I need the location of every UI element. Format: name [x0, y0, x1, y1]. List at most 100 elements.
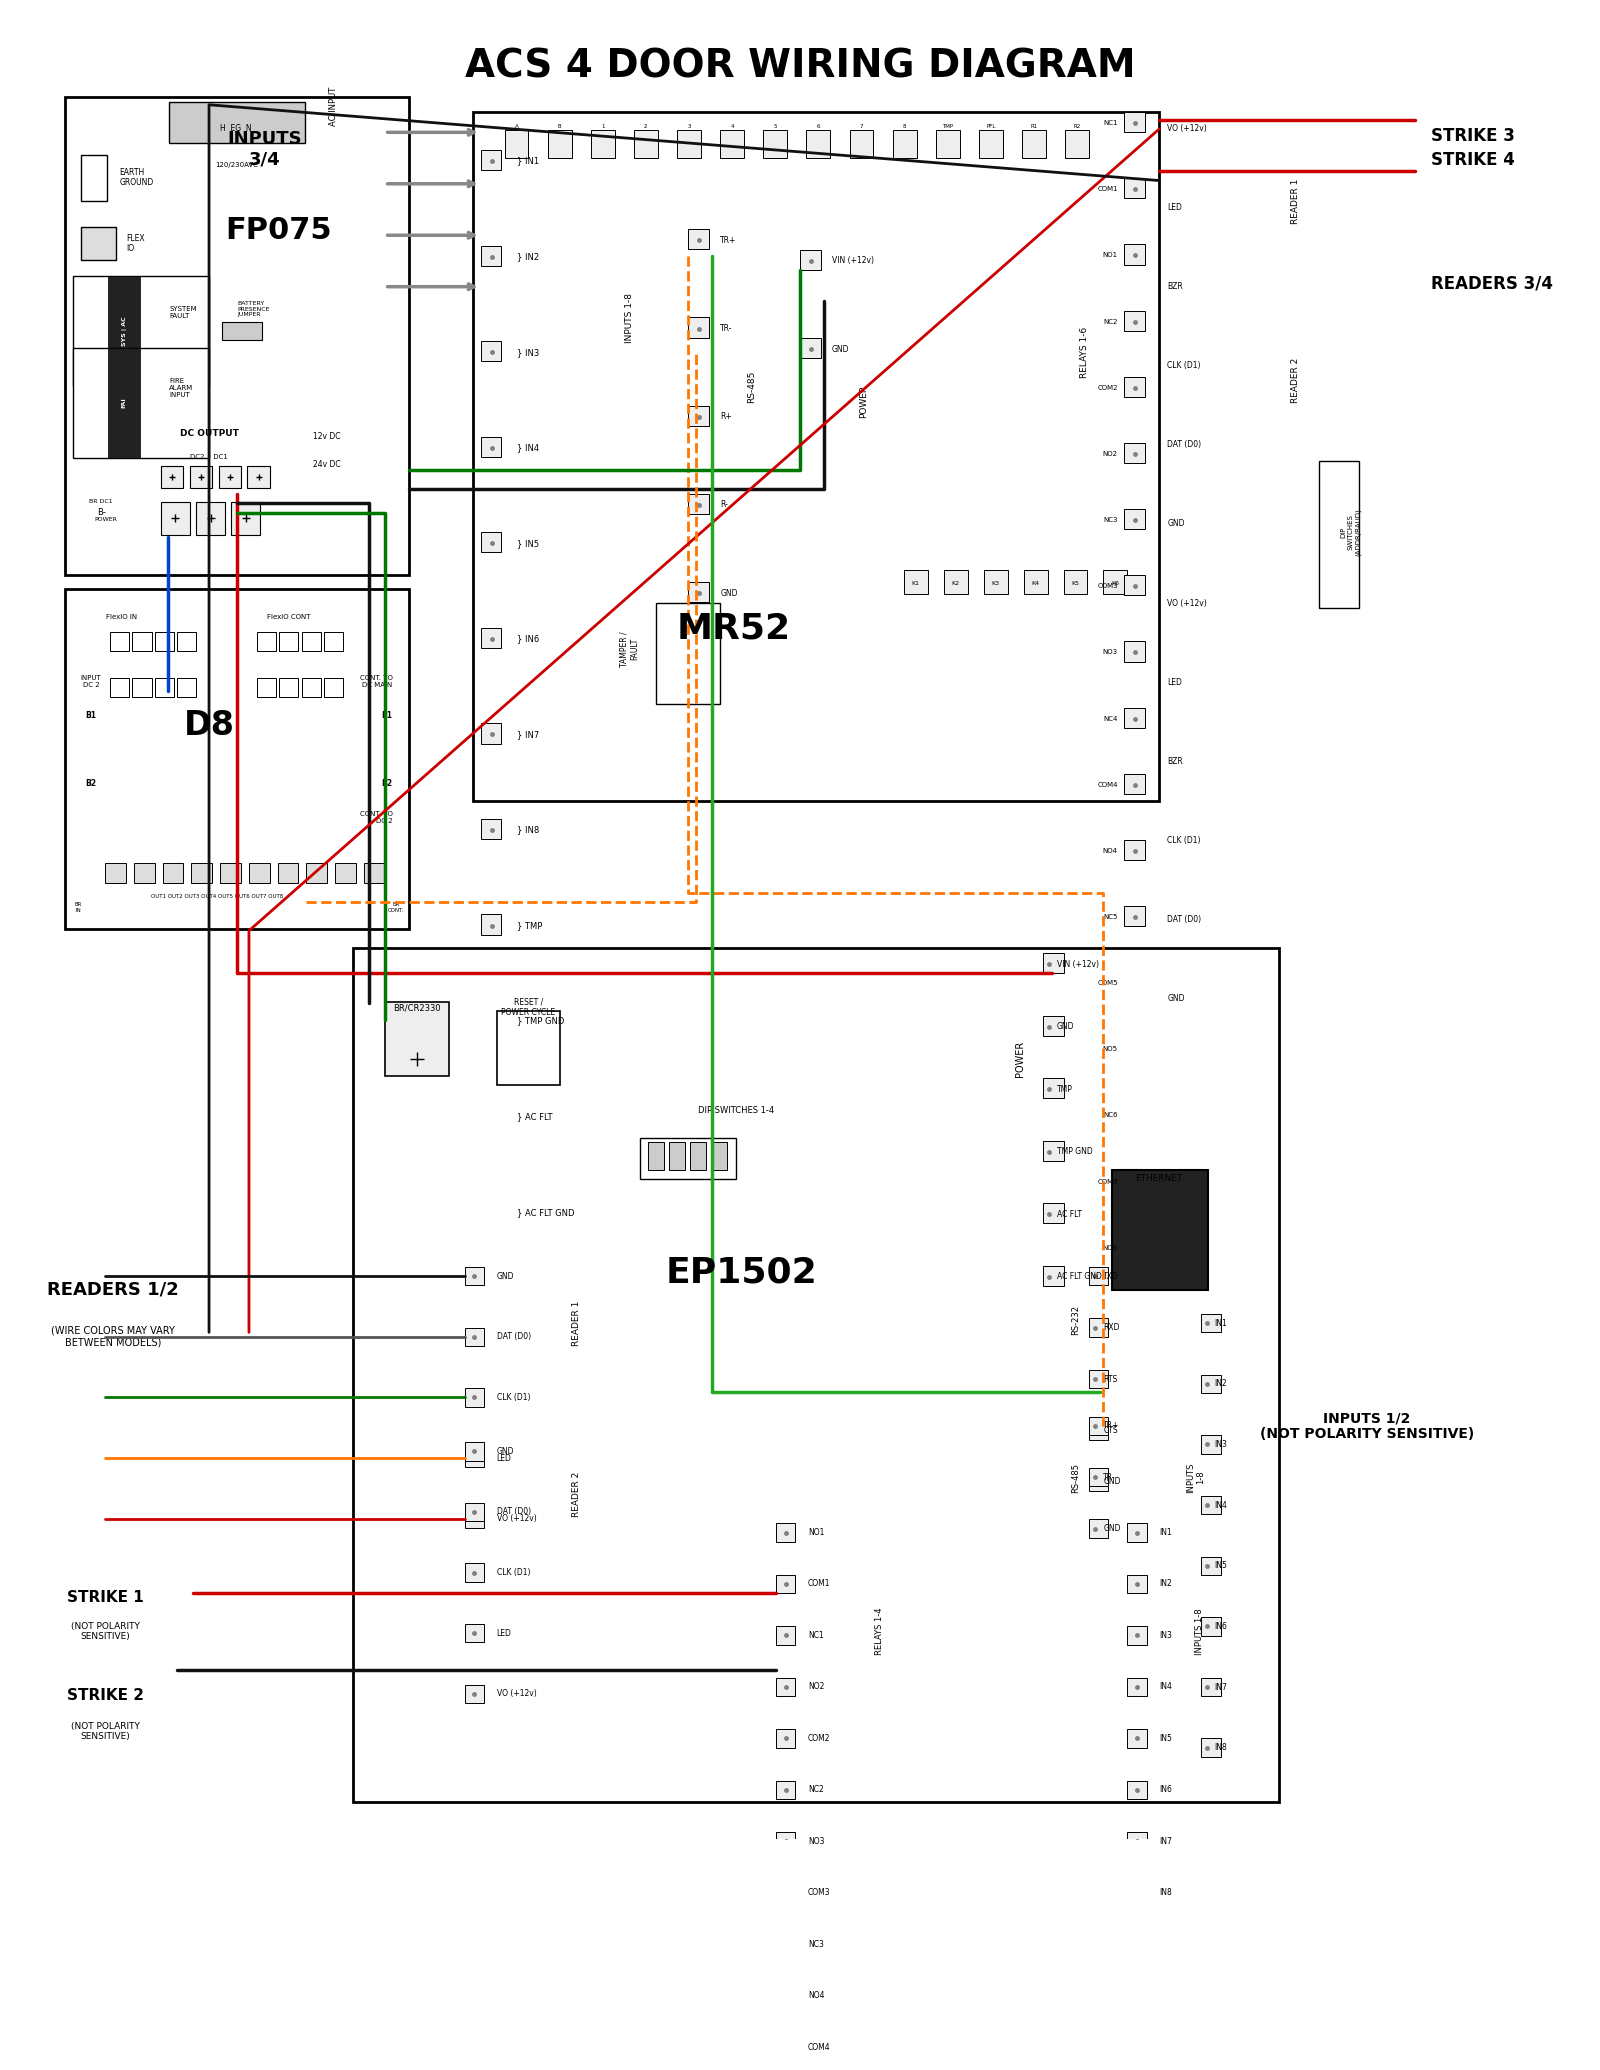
Bar	[1125, 178, 1146, 199]
Text: 7: 7	[859, 124, 864, 128]
Text: NO4: NO4	[1102, 849, 1118, 853]
Bar	[325, 679, 342, 698]
Text: BR DC1: BR DC1	[90, 499, 114, 503]
Bar	[464, 1563, 483, 1581]
Bar	[480, 532, 501, 553]
Text: K4: K4	[1032, 582, 1040, 586]
Text: VO (+12v): VO (+12v)	[496, 1515, 536, 1524]
Text: READERS 3/4: READERS 3/4	[1430, 275, 1554, 294]
Text: 5: 5	[773, 124, 778, 128]
Bar	[1125, 112, 1146, 132]
Text: } TMP: } TMP	[517, 921, 542, 929]
Text: } IN2: } IN2	[517, 253, 539, 261]
Bar	[1090, 1267, 1109, 1285]
Bar	[688, 317, 709, 337]
Text: IN4: IN4	[1160, 1683, 1173, 1691]
Text: NO5: NO5	[1102, 1045, 1118, 1052]
Bar	[480, 820, 501, 838]
Text: STRIKE 3: STRIKE 3	[1430, 126, 1515, 145]
Text: } IN4: } IN4	[517, 443, 539, 451]
Text: STRIKE 2: STRIKE 2	[67, 1687, 144, 1704]
Text: DAT (D0): DAT (D0)	[496, 1333, 531, 1341]
Text: DC2    DC1: DC2 DC1	[190, 453, 227, 460]
Text: IN8: IN8	[1214, 1743, 1227, 1751]
Bar	[1024, 569, 1048, 594]
Bar	[250, 863, 270, 884]
Bar	[110, 679, 130, 698]
Bar	[1125, 1172, 1146, 1190]
Text: NO3: NO3	[1102, 650, 1118, 656]
Text: IN6: IN6	[1160, 1784, 1173, 1795]
Text: TR+: TR+	[1102, 1422, 1120, 1430]
Bar	[307, 863, 328, 884]
Text: CTS: CTS	[1102, 1426, 1118, 1435]
Bar	[133, 679, 152, 698]
Text: (NOT POLARITY
SENSITIVE): (NOT POLARITY SENSITIVE)	[70, 1722, 139, 1741]
Text: DIP SWITCHES 1-4: DIP SWITCHES 1-4	[698, 1105, 774, 1114]
Bar	[1128, 1832, 1147, 1851]
Bar	[720, 130, 744, 157]
Bar	[66, 97, 408, 575]
Text: NO1: NO1	[808, 1528, 824, 1538]
Bar	[690, 1143, 706, 1170]
Bar	[944, 569, 968, 594]
Text: R1: R1	[1030, 124, 1038, 128]
Bar	[904, 569, 928, 594]
Bar	[1202, 1314, 1221, 1333]
Bar	[776, 1780, 795, 1799]
Text: STRIKE 4: STRIKE 4	[1430, 151, 1515, 170]
Text: READER 2: READER 2	[1291, 358, 1299, 404]
Text: GND: GND	[1168, 520, 1186, 528]
Text: NC3: NC3	[808, 1940, 824, 1948]
Text: CONT. TO
DC 2: CONT. TO DC 2	[360, 811, 392, 824]
Bar	[258, 631, 277, 650]
Text: 24v DC: 24v DC	[314, 460, 341, 470]
Bar	[800, 250, 821, 271]
Text: } IN7: } IN7	[517, 731, 539, 739]
Text: 12v DC: 12v DC	[314, 433, 341, 441]
Text: FlexIO IN: FlexIO IN	[106, 613, 136, 619]
Bar	[1202, 1617, 1221, 1635]
Bar	[1318, 462, 1358, 609]
Bar	[1128, 1627, 1147, 1646]
Text: IN3: IN3	[1160, 1631, 1173, 1639]
Text: GND: GND	[1058, 1023, 1074, 1031]
Text: K5: K5	[1072, 582, 1080, 586]
Text: IN6: IN6	[1214, 1623, 1227, 1631]
Bar	[258, 679, 277, 698]
Bar	[464, 1509, 483, 1528]
Text: NO2: NO2	[1102, 451, 1118, 457]
Bar	[336, 863, 355, 884]
Bar	[352, 948, 1278, 1803]
Text: } IN8: } IN8	[517, 826, 539, 834]
Text: VIN (+12v): VIN (+12v)	[832, 257, 874, 265]
Text: INPUT
DC 2: INPUT DC 2	[80, 675, 101, 687]
Text: AC FLT GND: AC FLT GND	[1058, 1273, 1102, 1281]
Bar	[1090, 1319, 1109, 1337]
Bar	[1128, 1677, 1147, 1695]
Text: NC2: NC2	[808, 1784, 824, 1795]
Bar	[1104, 569, 1128, 594]
Bar	[384, 1002, 448, 1076]
Text: COM4: COM4	[1098, 782, 1118, 789]
Text: K6: K6	[1112, 582, 1120, 586]
Text: } AC FLT: } AC FLT	[517, 1112, 552, 1122]
Bar	[656, 602, 720, 704]
Text: INPUTS
3/4: INPUTS 3/4	[227, 130, 302, 170]
Bar	[1125, 443, 1146, 464]
Text: K3: K3	[992, 582, 1000, 586]
Text: VO (+12v): VO (+12v)	[1168, 124, 1206, 132]
Text: 1: 1	[602, 124, 605, 128]
Text: RELAYS 1-4: RELAYS 1-4	[875, 1608, 885, 1656]
Text: COM3: COM3	[808, 1888, 830, 1898]
Bar	[776, 1935, 795, 1954]
Text: DAT (D0): DAT (D0)	[496, 1507, 531, 1517]
Text: POWER: POWER	[859, 385, 869, 418]
Text: NO1: NO1	[1102, 253, 1118, 259]
Text: (NOT POLARITY
SENSITIVE): (NOT POLARITY SENSITIVE)	[70, 1621, 139, 1642]
Text: DC OUTPUT: DC OUTPUT	[179, 428, 238, 437]
Text: READER 2: READER 2	[571, 1472, 581, 1517]
Text: BZR: BZR	[1168, 282, 1182, 292]
Text: CLK (D1): CLK (D1)	[1168, 836, 1202, 845]
Bar	[1125, 642, 1146, 662]
